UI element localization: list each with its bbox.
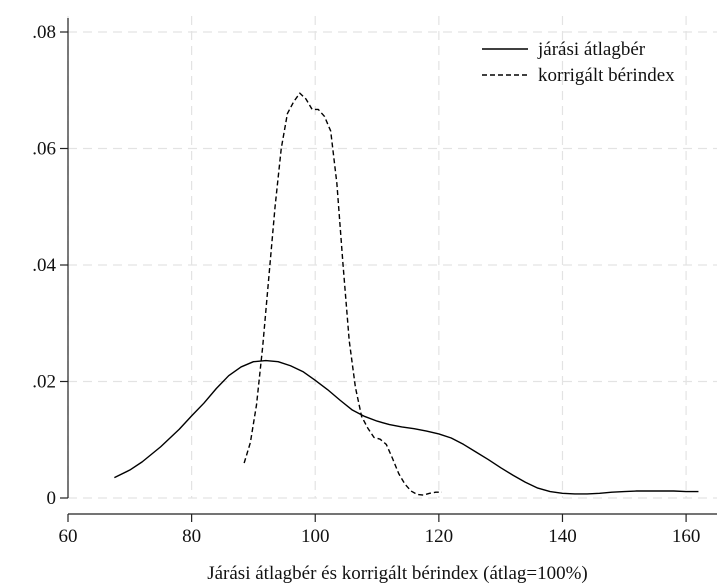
x-tick-label: 60 — [59, 526, 78, 547]
legend-label-1: járási átlagbér — [537, 39, 646, 60]
grid-lines — [67, 16, 717, 499]
series-line-2 — [243, 92, 442, 496]
y-tick-label: .06 — [32, 139, 56, 160]
x-tick-label: 140 — [548, 526, 577, 547]
x-axis-ticks: 60 80 100 120 140 160 — [59, 514, 701, 547]
y-tick-label: .02 — [32, 372, 56, 393]
y-tick-label: .04 — [32, 255, 56, 276]
y-tick-label: 0 — [47, 488, 57, 509]
x-tick-label: 120 — [425, 526, 454, 547]
x-tick-label: 80 — [182, 526, 201, 547]
series-line-1 — [114, 359, 699, 495]
legend-label-2: korrigált bérindex — [538, 65, 675, 86]
x-axis-title: Járási átlagbér és korrigált bérindex (á… — [207, 563, 588, 584]
x-tick-label: 160 — [672, 526, 701, 547]
y-tick-label: .08 — [32, 22, 56, 43]
x-tick-label: 100 — [301, 526, 330, 547]
legend: járási átlagbér korrigált bérindex — [482, 39, 675, 86]
y-axis-ticks: 0 .02 .04 .06 .08 — [32, 22, 68, 509]
data-series — [114, 92, 699, 496]
axes — [67, 18, 717, 515]
